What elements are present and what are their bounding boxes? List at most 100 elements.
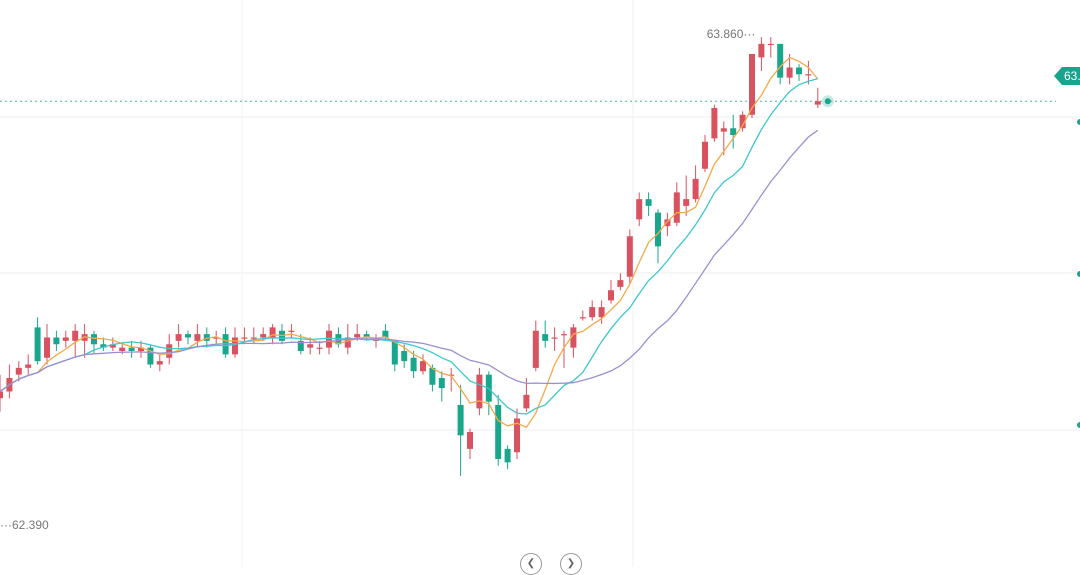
candle-body-70: [655, 212, 661, 247]
candle-body-47: [438, 378, 445, 389]
candle-body-33: [307, 344, 314, 348]
candle-61: [570, 324, 577, 358]
ma-mid-line: [0, 77, 818, 415]
candle-body-49: [457, 405, 464, 436]
candle-body-0: [0, 391, 3, 399]
candle-body-39: [363, 334, 370, 338]
candle-body-18: [166, 344, 173, 358]
candle-body-55: [514, 418, 520, 453]
candle-84: [786, 54, 793, 85]
candle-body-28: [260, 334, 267, 338]
candle-body-57: [532, 330, 539, 368]
moving-averages: [0, 56, 834, 429]
candle-74: [692, 165, 699, 203]
candle-47: [438, 371, 445, 402]
candle-body-87: [814, 101, 821, 105]
candle-69: [645, 192, 652, 216]
candle-83: [777, 43, 784, 85]
min-price-label: ···62.390: [0, 518, 49, 532]
axis-marker-2: [1077, 422, 1080, 428]
candle-body-56: [523, 394, 530, 409]
candle-body-23: [213, 337, 220, 339]
candle-body-4: [34, 327, 41, 362]
candle-11: [100, 337, 107, 351]
candle-body-71: [664, 219, 671, 227]
candle-20: [185, 330, 191, 345]
candle-24: [222, 327, 229, 358]
candle-65: [608, 280, 614, 304]
candle-62: [579, 310, 586, 321]
candle-59: [551, 327, 558, 351]
candle-body-65: [608, 290, 614, 301]
chevron-right-icon[interactable]: ❯: [560, 553, 582, 575]
candle-72: [673, 182, 680, 227]
candle-body-67: [626, 236, 633, 277]
candle-73: [683, 175, 690, 216]
candle-87: [814, 87, 821, 108]
candle-body-83: [777, 43, 784, 78]
candle-41: [382, 324, 389, 341]
candle-5: [44, 324, 50, 365]
candle-body-76: [711, 108, 718, 139]
candle-body-37: [344, 337, 351, 348]
candle-55: [514, 408, 520, 459]
candle-body-53: [495, 405, 502, 459]
candle-body-25: [232, 337, 238, 355]
candle-body-51: [476, 374, 483, 409]
candle-body-48: [448, 374, 455, 376]
candle-body-19: [175, 334, 182, 341]
candle-body-84: [786, 67, 793, 78]
candles: [0, 37, 821, 476]
candle-body-81: [758, 43, 765, 58]
candle-body-63: [589, 307, 596, 318]
candle-19: [175, 324, 182, 348]
candle-8: [72, 324, 79, 358]
candle-6: [53, 330, 60, 351]
candle-body-7: [62, 337, 69, 341]
candle-40: [373, 334, 379, 348]
candle-body-85: [796, 67, 802, 75]
axis-marker-1: [1077, 271, 1080, 277]
candle-68: [636, 192, 643, 227]
candle-7: [62, 330, 69, 348]
candle-22: [203, 327, 210, 348]
candle-60: [561, 330, 567, 368]
candle-body-75: [702, 141, 708, 169]
last-price-tag: 63.: [1054, 67, 1080, 85]
candle-body-68: [636, 199, 643, 220]
candle-body-61: [570, 327, 577, 348]
candle-36: [335, 327, 342, 348]
candle-75: [702, 135, 708, 173]
candle-31: [288, 324, 295, 338]
candle-76: [711, 104, 718, 142]
candle-body-42: [391, 340, 398, 365]
candle-0: [0, 374, 3, 412]
candle-25: [232, 327, 238, 358]
ma-short-line: [0, 56, 819, 429]
candle-79: [739, 111, 746, 132]
last-price-dot: [824, 98, 831, 105]
candle-42: [391, 340, 398, 372]
candle-body-77: [720, 128, 727, 132]
candle-1: [6, 364, 13, 399]
candle-29: [269, 324, 276, 345]
candle-63: [589, 300, 596, 321]
candle-body-59: [551, 337, 558, 339]
chevron-left-icon[interactable]: ❮: [520, 553, 542, 575]
candle-3: [25, 354, 32, 375]
candle-body-15: [138, 347, 144, 351]
candle-body-22: [203, 334, 210, 341]
candle-body-29: [269, 327, 276, 338]
candle-17: [156, 354, 163, 372]
candle-body-72: [673, 192, 680, 223]
candle-49: [457, 384, 464, 476]
candle-35: [326, 324, 332, 355]
candle-body-45: [420, 361, 426, 372]
candle-27: [250, 327, 257, 345]
candle-81: [758, 37, 765, 71]
candle-body-5: [44, 337, 50, 358]
candle-32: [297, 334, 304, 355]
ma-long-line: [0, 129, 819, 393]
candle-66: [617, 273, 624, 291]
